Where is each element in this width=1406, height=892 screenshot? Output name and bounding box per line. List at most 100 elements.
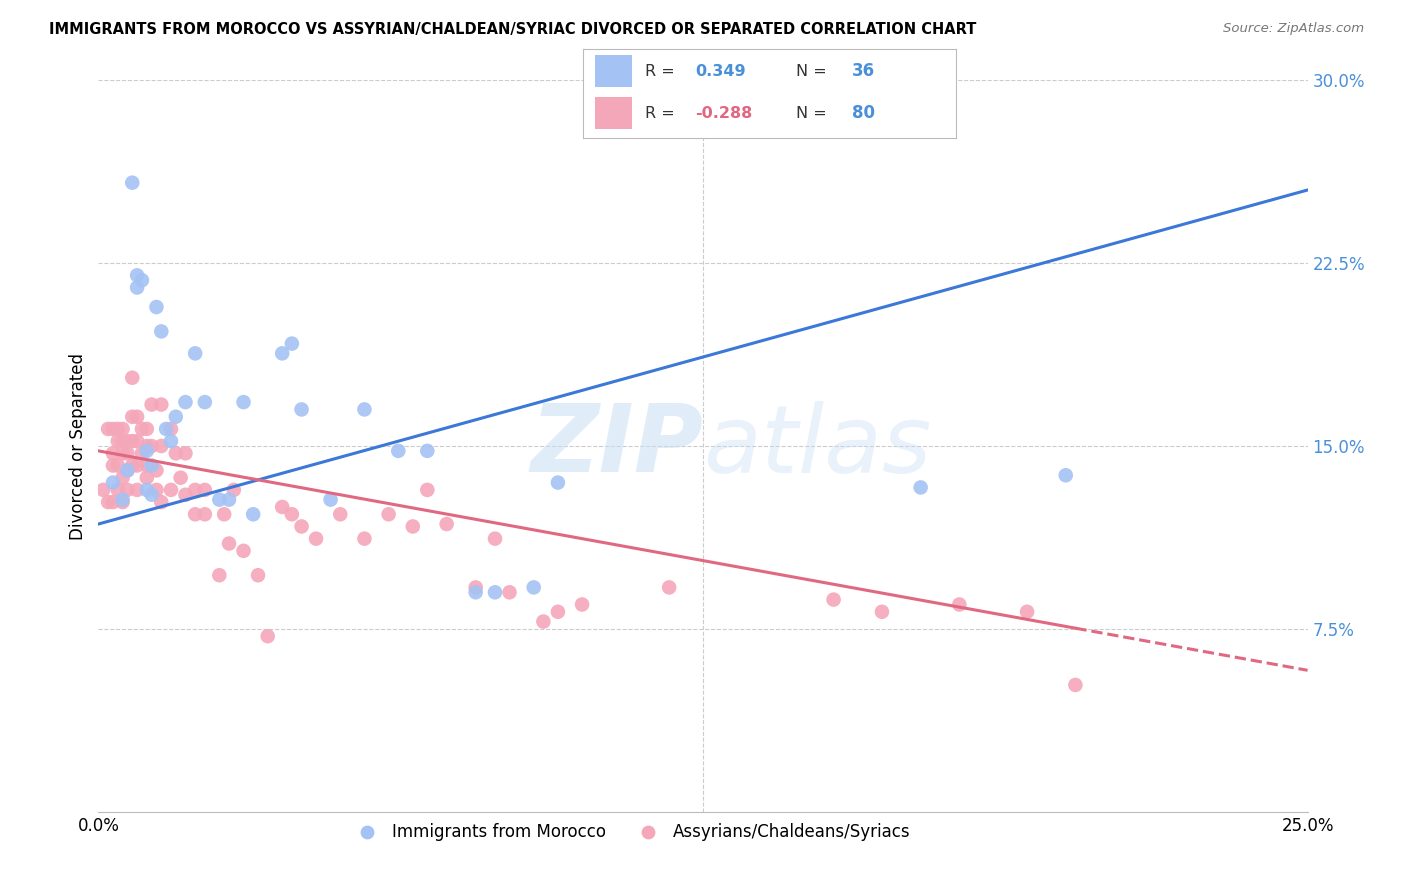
- Point: [531, 615, 554, 629]
- Point: [135, 422, 157, 436]
- Point: [165, 446, 187, 460]
- Point: [121, 176, 143, 190]
- Point: [247, 568, 270, 582]
- Point: [498, 585, 520, 599]
- Point: [111, 495, 134, 509]
- Point: [571, 598, 593, 612]
- Point: [127, 280, 149, 294]
- Point: [121, 434, 143, 449]
- Point: [117, 446, 139, 460]
- Point: [150, 439, 173, 453]
- Point: [232, 395, 254, 409]
- Point: [402, 519, 425, 533]
- Point: [281, 508, 304, 522]
- Point: [218, 536, 240, 550]
- Point: [281, 336, 304, 351]
- Point: [111, 422, 134, 436]
- Point: [416, 443, 439, 458]
- Text: R =: R =: [645, 64, 681, 78]
- Point: [101, 475, 124, 490]
- Point: [107, 434, 129, 449]
- Point: [208, 492, 231, 507]
- Text: -0.288: -0.288: [695, 106, 752, 120]
- Text: 36: 36: [852, 62, 875, 80]
- Text: R =: R =: [645, 106, 681, 120]
- Point: [121, 409, 143, 424]
- Point: [117, 434, 139, 449]
- Point: [242, 508, 264, 522]
- Point: [271, 346, 294, 360]
- Point: [353, 402, 375, 417]
- Point: [101, 446, 124, 460]
- Point: [127, 458, 149, 473]
- Point: [131, 446, 153, 460]
- Point: [101, 495, 124, 509]
- Point: [141, 398, 163, 412]
- Point: [160, 483, 183, 497]
- Point: [111, 471, 134, 485]
- Point: [823, 592, 845, 607]
- Point: [464, 585, 486, 599]
- Point: [290, 402, 312, 417]
- Point: [377, 508, 399, 522]
- Point: [484, 532, 506, 546]
- Point: [101, 422, 124, 436]
- Point: [101, 458, 124, 473]
- Point: [184, 483, 207, 497]
- Point: [117, 463, 139, 477]
- Point: [547, 475, 569, 490]
- Point: [436, 516, 458, 531]
- Text: atlas: atlas: [703, 401, 931, 491]
- Text: IMMIGRANTS FROM MOROCCO VS ASSYRIAN/CHALDEAN/SYRIAC DIVORCED OR SEPARATED CORREL: IMMIGRANTS FROM MOROCCO VS ASSYRIAN/CHAL…: [49, 22, 977, 37]
- Point: [353, 532, 375, 546]
- Text: N =: N =: [796, 106, 832, 120]
- Point: [91, 483, 114, 497]
- Point: [121, 370, 143, 384]
- Point: [194, 483, 217, 497]
- Point: [131, 273, 153, 287]
- Point: [107, 458, 129, 473]
- Point: [194, 395, 217, 409]
- Point: [155, 422, 177, 436]
- Point: [135, 471, 157, 485]
- Text: Source: ZipAtlas.com: Source: ZipAtlas.com: [1223, 22, 1364, 36]
- Point: [127, 434, 149, 449]
- Bar: [595, 55, 631, 87]
- Text: 80: 80: [852, 104, 875, 122]
- Point: [174, 446, 197, 460]
- Point: [232, 544, 254, 558]
- Point: [174, 488, 197, 502]
- Text: 0.349: 0.349: [695, 64, 747, 78]
- Point: [165, 409, 187, 424]
- Point: [160, 434, 183, 449]
- Point: [117, 483, 139, 497]
- Point: [256, 629, 278, 643]
- Point: [1015, 605, 1038, 619]
- Point: [145, 463, 167, 477]
- Point: [212, 508, 235, 522]
- Point: [329, 508, 352, 522]
- Point: [150, 325, 173, 339]
- Point: [1064, 678, 1087, 692]
- Point: [160, 422, 183, 436]
- Point: [484, 585, 506, 599]
- Point: [145, 300, 167, 314]
- Point: [107, 483, 129, 497]
- Point: [97, 495, 120, 509]
- Point: [145, 483, 167, 497]
- Point: [870, 605, 893, 619]
- Point: [131, 422, 153, 436]
- Point: [107, 422, 129, 436]
- Point: [1054, 468, 1077, 483]
- Point: [208, 568, 231, 582]
- Point: [547, 605, 569, 619]
- Point: [127, 409, 149, 424]
- Point: [150, 398, 173, 412]
- Point: [948, 598, 970, 612]
- Point: [910, 480, 932, 494]
- Point: [135, 439, 157, 453]
- Bar: [595, 97, 631, 129]
- Point: [658, 581, 681, 595]
- Point: [135, 458, 157, 473]
- Text: ZIP: ZIP: [530, 400, 703, 492]
